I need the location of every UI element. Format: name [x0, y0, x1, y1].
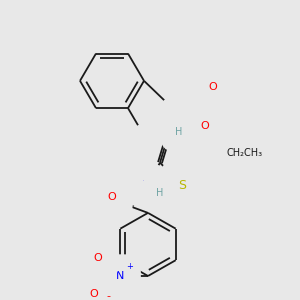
Text: O: O: [90, 289, 98, 299]
Text: N: N: [142, 180, 150, 190]
Text: O: O: [108, 192, 116, 202]
Text: N: N: [176, 113, 184, 123]
Text: H: H: [156, 188, 164, 198]
Text: O: O: [201, 121, 209, 131]
Text: CH₂CH₃: CH₂CH₃: [227, 148, 263, 158]
Text: +: +: [126, 262, 133, 271]
Text: -: -: [106, 291, 110, 300]
Text: H: H: [175, 127, 183, 137]
Text: O: O: [94, 253, 102, 263]
Text: O: O: [214, 151, 222, 161]
Text: O: O: [208, 82, 217, 92]
Text: N: N: [116, 271, 124, 281]
Text: S: S: [178, 179, 186, 192]
